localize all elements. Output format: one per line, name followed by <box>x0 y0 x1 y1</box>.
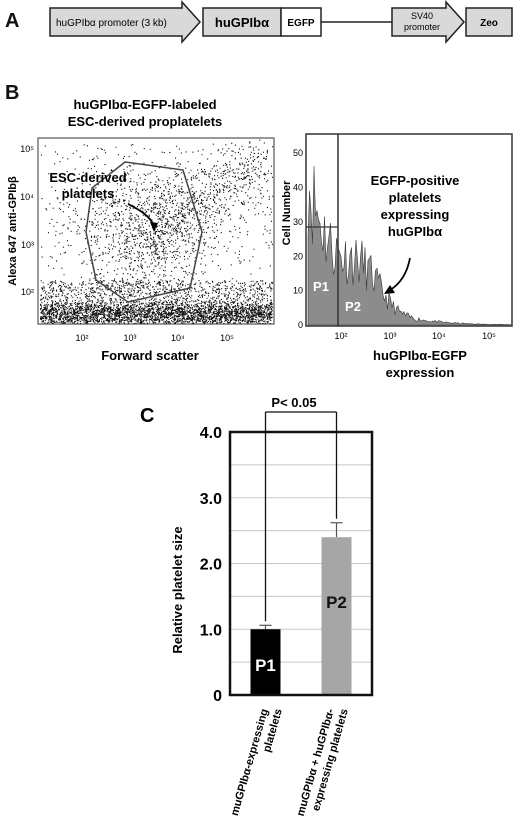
panel-b-title-line2: ESC-derived proplatelets <box>68 114 223 129</box>
scatter-xtick: 10³ <box>123 333 136 343</box>
hist-xtick: 10⁵ <box>482 331 496 341</box>
bar-ytick: 1.0 <box>200 622 222 639</box>
panel-a-letter: A <box>5 10 20 32</box>
hist-xlabel-line1: huGPIbα-EGFP <box>373 348 467 363</box>
scatter-xtick: 10⁴ <box>171 333 185 343</box>
scatter-ytick: 10² <box>21 287 34 297</box>
bar-p1 <box>250 629 281 695</box>
platelet-gate <box>85 161 203 303</box>
panel-b-scatter: huGPIbα-EGFP-labeled ESC-derived proplat… <box>0 92 280 392</box>
scatter-xtick: 10² <box>75 333 88 343</box>
hist-ytick: 0 <box>298 320 303 330</box>
scatter-yticks: 10² 10³ 10⁴ 10⁵ <box>20 144 34 297</box>
category-label-1-line1: muGPIbα-expressing <box>229 708 271 818</box>
sv40-label-line1: SV40 <box>411 11 433 21</box>
bar-ytick: 4.0 <box>200 425 222 442</box>
scatter-events <box>40 139 274 325</box>
bar-yticks: 0 1.0 2.0 3.0 4.0 <box>200 425 222 705</box>
p2-gate-label: P2 <box>345 299 361 314</box>
hist-annotation-line1: EGFP-positive <box>371 173 460 188</box>
bar-ytick: 3.0 <box>200 491 222 508</box>
scatter-ytick: 10⁴ <box>20 192 34 202</box>
hist-ylabel: Cell Number <box>281 180 293 246</box>
panel-c-letter: C <box>140 405 154 427</box>
hist-yticks: 0 10 20 30 40 50 <box>293 148 303 330</box>
p1-gate-label: P1 <box>313 279 329 294</box>
sv40-arrow <box>391 0 466 44</box>
panel-c: C P< 0.05 Relative platelet size 0 1.0 2.0… <box>0 392 520 826</box>
panel-b-letter: B <box>5 82 20 104</box>
zeo-label: Zeo <box>480 18 498 29</box>
gate-label-line2: platelets <box>62 186 115 201</box>
hist-ytick: 20 <box>293 251 303 261</box>
construct-diagram: huGPIbα promoter (3 kb) huGPIbα EGFP SV4… <box>49 0 513 44</box>
hist-ytick: 40 <box>293 183 303 193</box>
egfp-label: EGFP <box>287 18 315 29</box>
bar-ytick: 0 <box>213 688 222 705</box>
panel-b-title-line1: huGPIbα-EGFP-labeled <box>73 97 216 112</box>
scatter-dots <box>40 139 274 325</box>
bar-ytick: 2.0 <box>200 557 222 574</box>
hist-xlabel-line2: expression <box>386 365 455 380</box>
scatter-xtick: 10⁵ <box>220 333 234 343</box>
zeo-box <box>465 7 513 37</box>
scatter-plot: huGPIbα-EGFP-labeled ESC-derived proplat… <box>7 97 275 363</box>
scatter-ylabel: Alexa 647 anti-GPIbβ <box>7 176 19 286</box>
hist-arrowhead <box>384 285 395 294</box>
scatter-ytick: 10³ <box>21 240 34 250</box>
gate-arrowhead <box>150 222 158 232</box>
scatter-xlabel: Forward scatter <box>101 348 199 363</box>
hist-xtick: 10² <box>334 331 347 341</box>
gate-label-line1: ESC-derived <box>49 170 126 185</box>
egfp-box <box>280 7 322 37</box>
promoter-label: huGPIbα promoter (3 kb) <box>56 18 167 29</box>
sv40-label-line2: promoter <box>404 22 440 32</box>
gene-label: huGPIbα <box>215 15 269 30</box>
panel-b-histogram: P1 P2 EGFP-positive platelets expressing… <box>262 128 520 390</box>
hist-arrow <box>389 257 411 291</box>
scatter-ytick: 10⁵ <box>20 144 34 154</box>
promoter-arrow <box>49 0 202 44</box>
hist-ytick: 50 <box>293 148 303 158</box>
hist-xtick: 10⁴ <box>432 331 446 341</box>
histogram-distribution <box>307 165 513 326</box>
bar-label: P2 <box>326 593 347 612</box>
hist-xticks: 10² 10³ 10⁴ 10⁵ <box>334 331 496 341</box>
bar-plot-frame <box>228 430 374 697</box>
hist-annotation-line3: expressing <box>381 207 450 222</box>
bar-p2 <box>321 537 352 695</box>
bar-ylabel: Relative platelet size <box>170 526 185 653</box>
hist-ytick: 30 <box>293 217 303 227</box>
hist-annotation-line4: huGPIbα <box>388 224 442 239</box>
hist-xtick: 10³ <box>383 331 396 341</box>
histogram-bars <box>307 165 513 326</box>
hist-ytick: 10 <box>293 286 303 296</box>
significance-label: P< 0.05 <box>271 395 316 410</box>
histogram-plot: P1 P2 EGFP-positive platelets expressing… <box>281 133 513 380</box>
scatter-xticks: 10² 10³ 10⁴ 10⁵ <box>75 333 234 343</box>
bar-marks: P1 P2 <box>250 411 352 695</box>
bar-label: P1 <box>255 656 276 675</box>
panel-a: A huGPIbα promoter (3 kb) huGPIbα EGFP S… <box>0 0 520 70</box>
hist-annotation-line2: platelets <box>389 190 442 205</box>
bar-chart: C P< 0.05 Relative platelet size 0 1.0 2.0… <box>140 395 374 818</box>
